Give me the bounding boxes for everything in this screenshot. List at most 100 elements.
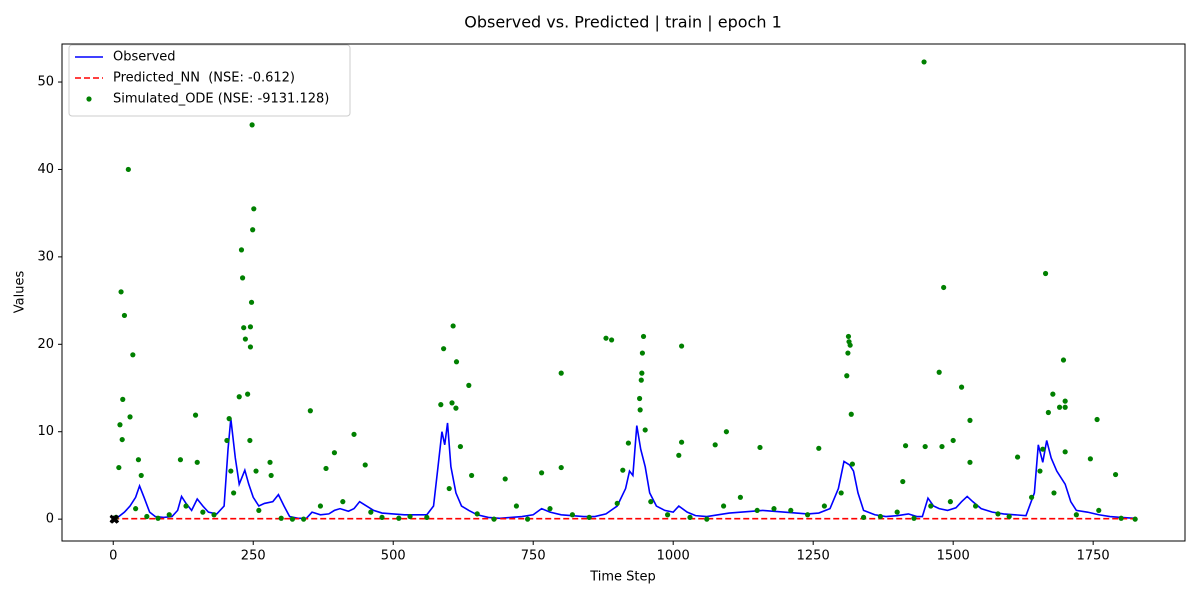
y-tick-label: 50: [37, 75, 54, 90]
point: [513, 503, 520, 509]
point: [166, 512, 172, 518]
point: [396, 515, 402, 521]
point: [1006, 513, 1012, 520]
legend-box: [68, 44, 351, 117]
point: [127, 414, 133, 420]
point: [950, 437, 956, 444]
point: [1028, 494, 1035, 500]
point: [720, 503, 727, 509]
legend-label: Predicted_NN (NSE: -0.612): [113, 71, 295, 86]
point: [678, 439, 685, 445]
point: [351, 431, 357, 437]
point: [648, 499, 654, 505]
point: [922, 443, 928, 450]
point: [847, 342, 853, 348]
point: [1062, 398, 1068, 404]
point: [849, 461, 855, 467]
x-tick-label: 1750: [1077, 549, 1110, 564]
legend-swatch: [86, 96, 92, 102]
point: [379, 514, 385, 520]
y-tick-label: 20: [37, 337, 54, 352]
x-tick-label: 1500: [937, 549, 970, 564]
legend-label: Observed: [113, 50, 176, 65]
point: [177, 457, 184, 463]
x-tick-label: 750: [521, 549, 546, 564]
point: [877, 513, 883, 520]
point: [247, 437, 253, 444]
point: [640, 333, 647, 340]
point: [1014, 454, 1021, 460]
point: [1096, 507, 1102, 514]
point: [614, 500, 620, 507]
point: [1060, 357, 1067, 363]
point: [625, 440, 631, 446]
point: [1062, 449, 1068, 455]
point: [278, 515, 284, 521]
point: [245, 391, 251, 397]
point: [558, 464, 564, 471]
point: [135, 457, 142, 463]
point: [687, 514, 693, 520]
point: [1040, 446, 1046, 452]
point: [569, 512, 576, 518]
point: [678, 343, 685, 349]
point: [241, 325, 247, 331]
point: [301, 516, 307, 522]
point: [939, 443, 945, 450]
point: [1037, 468, 1043, 474]
point: [249, 122, 255, 128]
point: [119, 436, 125, 443]
y-tick-label: 40: [37, 162, 54, 177]
point: [242, 336, 248, 342]
point: [816, 445, 822, 451]
point: [268, 472, 274, 479]
point: [902, 443, 909, 449]
point: [637, 407, 643, 413]
x-tick-label: 1250: [797, 549, 830, 564]
point: [192, 412, 199, 418]
point: [450, 323, 456, 329]
x-tick-label: 250: [241, 549, 266, 564]
point: [138, 472, 144, 479]
point: [941, 284, 947, 291]
point: [224, 437, 230, 444]
point: [449, 400, 455, 406]
point: [289, 516, 296, 522]
point: [253, 468, 259, 474]
point: [407, 513, 413, 520]
point: [712, 442, 718, 448]
point: [231, 490, 237, 496]
point: [928, 503, 934, 509]
point: [1112, 471, 1119, 478]
legend-label: Simulated_ODE (NSE: -9131.128): [113, 92, 329, 107]
point: [226, 416, 232, 422]
point: [307, 408, 313, 414]
point: [368, 509, 374, 515]
plot-area: [109, 59, 1138, 524]
point: [1094, 416, 1100, 423]
point: [771, 506, 777, 512]
x-tick-label: 0: [109, 549, 117, 564]
point: [586, 514, 592, 520]
point: [247, 344, 254, 350]
point: [200, 509, 206, 515]
point: [1050, 391, 1056, 397]
point: [1132, 516, 1138, 522]
point: [636, 395, 643, 402]
point: [860, 514, 867, 520]
point: [228, 468, 234, 474]
point: [248, 299, 255, 305]
point: [118, 289, 124, 295]
point: [639, 350, 645, 356]
y-axis-label: Values: [13, 271, 28, 314]
point: [194, 459, 200, 465]
point: [331, 450, 338, 456]
point: [639, 370, 645, 376]
point: [737, 494, 743, 500]
point: [116, 464, 122, 471]
point: [936, 369, 942, 375]
point: [1062, 404, 1068, 410]
point: [1045, 409, 1051, 416]
point: [491, 516, 497, 522]
